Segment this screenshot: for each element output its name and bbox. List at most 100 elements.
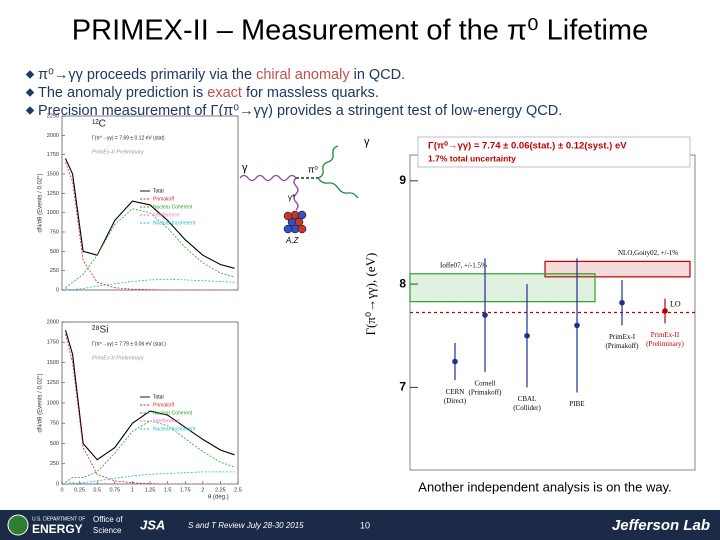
curve — [64, 329, 235, 461]
y-tick-label: 9 — [399, 173, 406, 187]
data-point — [524, 332, 530, 339]
band-label: Ioffe07, +/-1.5% — [440, 261, 487, 269]
diagram-label: γ — [242, 162, 248, 174]
bullet-text: π⁰→γγ proceeds primarily via the chiral … — [38, 67, 405, 83]
footer-text: Jefferson Lab — [612, 517, 710, 534]
result-text: Γ(π⁰→γγ) = 7.74 ± 0.06(stat.) ± 0.12(sys… — [428, 141, 627, 152]
result-label: Γ(π⁰→γγ) = 7.69 ± 0.12 eV (stat) — [92, 135, 165, 141]
curve — [65, 471, 235, 484]
nucleus — [283, 210, 307, 234]
theory-band — [544, 260, 691, 278]
footer-text: S and T Review July 28-30 2015 — [188, 521, 304, 530]
x-tick-label: 1.5 — [164, 487, 172, 493]
y-tick-label: 0 — [56, 287, 59, 293]
target-label: ¹²C — [92, 119, 106, 130]
result-box — [417, 136, 691, 168]
plot-frame — [409, 154, 696, 471]
point-label: CERN — [446, 388, 465, 396]
y-axis-label: dN/dθ (Events / 0.02°) — [38, 373, 44, 432]
legend-label: Primakoff — [153, 196, 175, 202]
bullet-segment: Precision measurement of Γ(π⁰→γγ) provid… — [38, 103, 562, 119]
footer-text: Office of — [93, 515, 123, 524]
y-tick-label: 8 — [399, 276, 406, 290]
bullet-segment: exact — [207, 85, 242, 101]
line-label: LO — [670, 299, 681, 308]
data-point — [452, 358, 458, 365]
y-tick-label: 1750 — [47, 152, 59, 158]
lifetime-chart: 7 8 9 Γ(π⁰→γγ), (eV) NLO,Goity02, +/-1% Ioffe… — [363, 136, 696, 471]
point-sublabel: (Collider) — [513, 404, 541, 412]
point-label: Cornell — [475, 379, 496, 387]
bullet-segment: π⁰→γγ proceeds primarily via the — [38, 67, 256, 83]
y-tick-label: 1500 — [47, 360, 59, 366]
x-tick-label: 1 — [131, 487, 134, 493]
x-tick-label: 2 — [201, 487, 204, 493]
point-label: CBAL — [518, 395, 537, 403]
bullet-segment: The anomaly prediction is — [38, 85, 207, 101]
curve — [65, 278, 235, 290]
point-sublabel: (Direct) — [444, 397, 467, 405]
photon-line — [317, 177, 359, 199]
bullet-text: Precision measurement of Γ(π⁰→γγ) provid… — [38, 103, 562, 119]
legend-label: Nuclear Coherent — [153, 204, 193, 210]
y-tick-label: 500 — [50, 441, 59, 447]
data-point — [482, 312, 488, 318]
y-tick-label: 250 — [50, 461, 59, 467]
point-sublabel: (Primakoff) — [469, 388, 503, 396]
virtual-photon — [293, 177, 299, 211]
curve — [64, 158, 235, 269]
legend-label: Primakoff — [153, 402, 175, 408]
result-label: Γ(π⁰→γγ) = 7.79 ± 0.06 eV (stat.) — [92, 341, 166, 347]
x-tick-label: 0.5 — [93, 487, 101, 493]
diagram-label: π⁰ — [308, 164, 318, 174]
band-label: NLO,Goity02, +/-1% — [618, 249, 678, 257]
y-tick-label: 1250 — [47, 191, 59, 197]
legend-label: Nuclear Incoherent — [153, 220, 196, 226]
feynman-diagram: γ π⁰ γ γ* A,Z — [239, 136, 370, 245]
legend-label: Interference — [153, 418, 180, 424]
y-axis-label: Γ(π⁰→γγ), (eV) — [363, 253, 378, 336]
y-tick-label: 2000 — [47, 319, 59, 325]
footer-bar — [0, 510, 720, 540]
curve — [65, 420, 235, 483]
y-tick-label: 250 — [50, 268, 59, 274]
legend-label: Interference — [153, 212, 180, 218]
legend-label: Total — [153, 188, 164, 194]
x-tick-label: 0 — [60, 487, 63, 493]
x-tick-label: 0.75 — [109, 487, 120, 493]
legend-label: Total — [153, 394, 164, 400]
point-label: PIBE — [569, 400, 584, 408]
uncertainty-text: 1.7% total uncertainty — [428, 153, 516, 163]
x-tick-label: 1.25 — [145, 487, 156, 493]
doe-seal — [7, 514, 29, 536]
target-label: ²⁸Si — [92, 325, 108, 336]
y-tick-label: 2250 — [47, 113, 59, 119]
x-tick-label: 2.25 — [215, 487, 226, 493]
preliminary-tag: PrimEx-II Preliminary — [92, 355, 145, 361]
curve — [65, 334, 235, 484]
x-tick-label: 2.5 — [234, 487, 242, 493]
data-point — [574, 322, 580, 329]
x-tick-label: 0.25 — [74, 487, 85, 493]
bullet-list: π⁰→γγ proceeds primarily via the chiral … — [25, 67, 562, 119]
y-tick-label: 7 — [399, 380, 406, 394]
x-tick-label: 1.75 — [180, 487, 191, 493]
bullet-segment: in QCD. — [350, 67, 406, 83]
data-point — [619, 299, 625, 306]
x-axis-label: θ (deg.) — [208, 495, 229, 501]
diagram-label: A,Z — [285, 236, 300, 245]
bullet-text: The anomaly prediction is exact for mass… — [38, 85, 379, 101]
footer-text: JSA — [140, 517, 165, 532]
diagram-label: γ* — [288, 193, 295, 202]
y-axis-label: dN/dθ (Events / 0.02°) — [38, 173, 44, 232]
diagram-label: γ — [364, 136, 370, 148]
note: Another independent analysis is on the w… — [418, 479, 671, 494]
legend-label: Nuclear Coherent — [153, 410, 193, 416]
preliminary-tag: PrimEx-II Preliminary — [92, 149, 145, 155]
data-point — [662, 308, 668, 314]
y-tick-label: 2000 — [47, 133, 59, 139]
y-tick-label: 750 — [50, 421, 59, 427]
photon-line — [317, 145, 339, 179]
legend-label: Nuclear Incoherent — [153, 426, 196, 432]
